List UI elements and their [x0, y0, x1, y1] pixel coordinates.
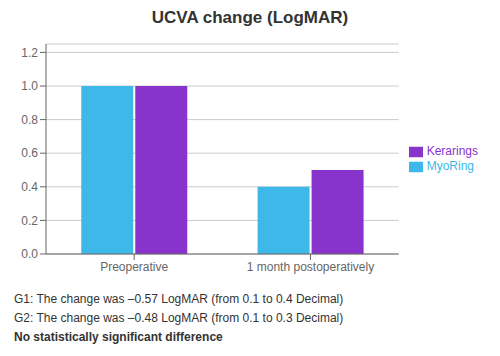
svg-text:1 month postoperatively: 1 month postoperatively — [247, 260, 374, 274]
html-text:UCVA change (LogMAR): UCVA change (LogMAR) — [151, 8, 349, 27]
html-text:MyoRing: MyoRing — [426, 159, 474, 173]
html-text:G2: The change was –0.48 LogMA: G2: The change was –0.48 LogMAR (from 0.… — [14, 311, 344, 325]
svg-text:0.0: 0.0 — [21, 247, 38, 261]
svg-text:1.2: 1.2 — [21, 46, 38, 60]
html-text:No statistically significant d: No statistically significant difference — [14, 330, 223, 344]
svg-text:Preoperative: Preoperative — [100, 260, 168, 274]
html-text:G1: The change was –0.57 LogMA: G1: The change was –0.57 LogMAR (from 0.… — [14, 292, 344, 306]
svg-text:0.8: 0.8 — [21, 113, 38, 127]
html-text:Kerarings: Kerarings — [426, 144, 478, 159]
svg-text:1.0: 1.0 — [21, 79, 38, 93]
svg-text:0.4: 0.4 — [21, 180, 38, 194]
svg-text:0.2: 0.2 — [21, 214, 38, 228]
svg-text:0.6: 0.6 — [21, 146, 38, 160]
